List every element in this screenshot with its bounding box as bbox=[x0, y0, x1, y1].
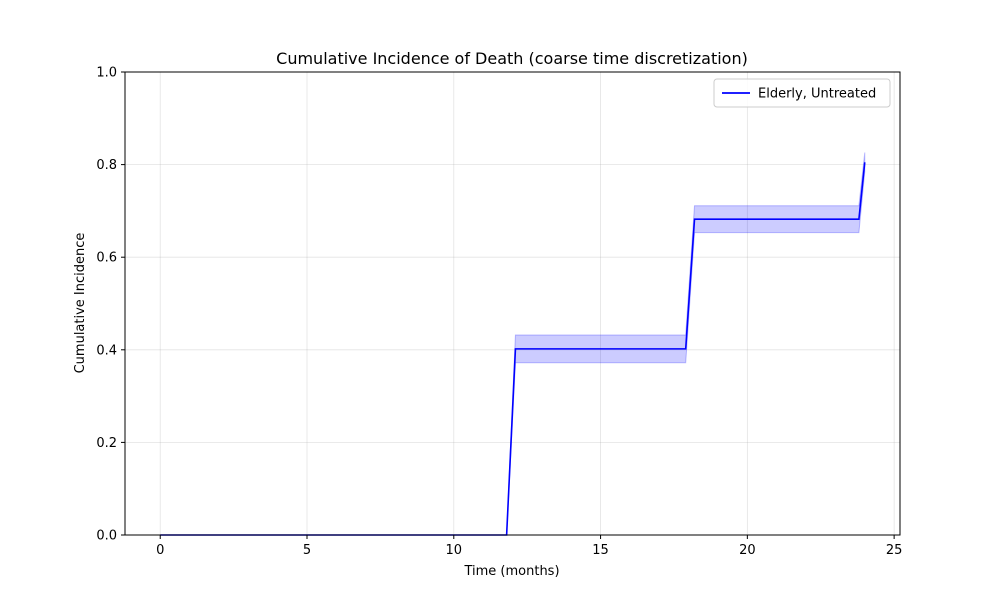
x-tick-label: 15 bbox=[592, 543, 609, 558]
y-tick-label: 0.4 bbox=[96, 343, 117, 358]
plot-frame bbox=[124, 71, 901, 536]
y-axis-label: Cumulative Incidence bbox=[73, 233, 88, 374]
y-tick-label: 1.0 bbox=[96, 66, 117, 81]
x-tick-label: 0 bbox=[156, 543, 164, 558]
y-axis-ticks: 0.0 0.2 0.4 0.6 0.8 1.0 bbox=[96, 66, 125, 544]
x-tick-label: 5 bbox=[303, 543, 311, 558]
legend: Elderly, Untreated bbox=[713, 78, 891, 108]
legend-label: Elderly, Untreated bbox=[758, 87, 876, 102]
y-tick-label: 0.6 bbox=[96, 251, 117, 266]
y-tick-label: 0.8 bbox=[96, 158, 117, 173]
x-axis-label: Time (months) bbox=[463, 564, 559, 579]
confidence-band-layer bbox=[160, 152, 866, 536]
chart-title: Cumulative Incidence of Death (coarse ti… bbox=[276, 49, 748, 68]
y-tick-label: 0.2 bbox=[96, 436, 117, 451]
confidence-band bbox=[160, 152, 866, 536]
x-tick-label: 20 bbox=[739, 543, 756, 558]
y-tick-label: 0.0 bbox=[96, 529, 117, 544]
x-tick-label: 25 bbox=[886, 543, 903, 558]
x-tick-label: 10 bbox=[446, 543, 463, 558]
x-axis-ticks: 0 5 10 15 20 25 bbox=[156, 535, 902, 558]
legend-box bbox=[713, 78, 891, 108]
